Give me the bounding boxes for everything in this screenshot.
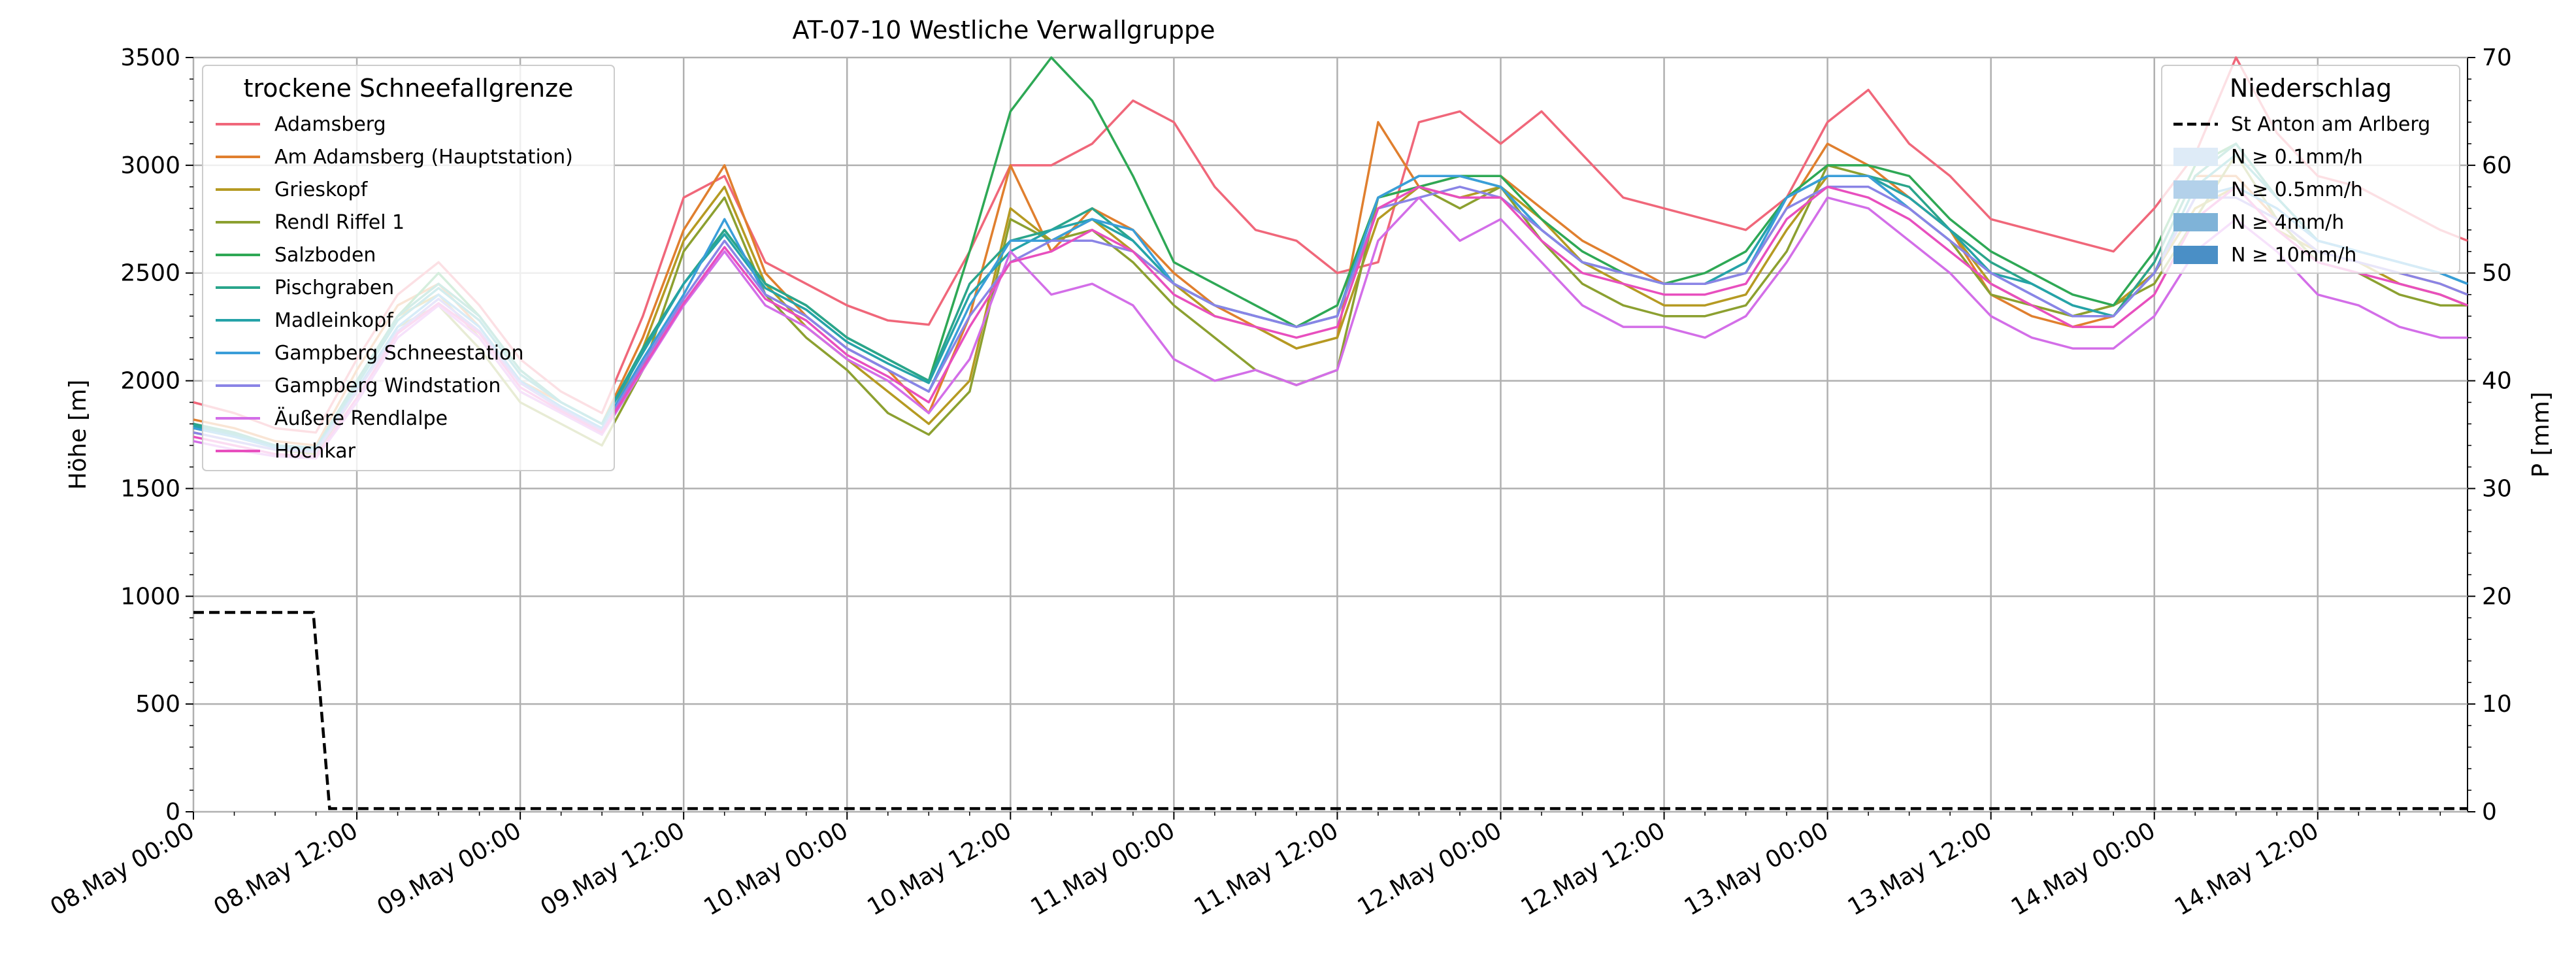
y-tick-label: 2500: [120, 260, 180, 287]
legend-label: Pischgraben: [274, 276, 394, 299]
legend-label: St Anton am Arlberg: [2231, 113, 2430, 136]
legend-right-box: [2161, 65, 2460, 274]
y2-tick-label: 30: [2482, 475, 2512, 502]
y2-tick-label: 10: [2482, 691, 2512, 718]
legend-right-title: Niederschlag: [2230, 74, 2392, 103]
legend-right-entries: St Anton am Arlberg N ≥ 0.1mm/h N ≥ 0.5mm/…: [2173, 113, 2430, 267]
legend-left-title: trockene Schneefallgrenze: [244, 74, 574, 103]
legend-swatch: [2173, 246, 2218, 264]
legend-label: Äußere Rendlalpe: [274, 407, 448, 430]
legend-left: trockene Schneefallgrenze Adamsberg Am Ad…: [202, 65, 615, 471]
legend-swatch: [2173, 180, 2218, 199]
y-axis-label: Höhe [m]: [65, 380, 91, 490]
legend-label: N ≥ 0.1mm/h: [2231, 146, 2363, 169]
legend-label: Gampberg Windstation: [274, 375, 501, 397]
y-tick-label: 0: [165, 799, 180, 826]
right-y-axis: 0 10 20 30 40 50 60 70: [2468, 44, 2512, 826]
legend-swatch: [2173, 148, 2218, 166]
y2-tick-label: 0: [2482, 799, 2497, 826]
y2-axis-label: P [mm]: [2528, 392, 2554, 477]
precip-line-st-anton: [193, 610, 2468, 810]
legend-label: Hochkar: [274, 440, 356, 463]
chart-title: AT-07-10 Westliche Verwallgruppe: [793, 16, 1215, 44]
legend-right: Niederschlag St Anton am Arlberg N ≥ 0.1m…: [2161, 65, 2460, 274]
legend-label: Madleinkopf: [274, 309, 394, 332]
y-tick-label: 1500: [120, 475, 180, 502]
y-tick-label: 3500: [120, 44, 180, 71]
legend-label: N ≥ 0.5mm/h: [2231, 178, 2363, 201]
y2-tick-label: 50: [2482, 260, 2512, 287]
legend-label: Gampberg Schneestation: [274, 342, 524, 365]
precip-layer: [193, 610, 2468, 810]
y2-tick-label: 20: [2482, 583, 2512, 610]
left-y-axis: 0 500 1000 1500 2000 2500 3000 3500: [120, 44, 193, 826]
legend-label: N ≥ 10mm/h: [2231, 244, 2356, 267]
legend-label: Am Adamsberg (Hauptstation): [274, 146, 573, 169]
legend-label: Salzboden: [274, 244, 376, 267]
legend-left-box: [202, 65, 615, 471]
y2-tick-label: 40: [2482, 368, 2512, 395]
y-tick-label: 3000: [120, 152, 180, 179]
y-tick-label: 1000: [120, 583, 180, 610]
legend-label: Grieskopf: [274, 178, 369, 201]
y2-tick-label: 60: [2482, 152, 2512, 179]
legend-left-entries: Adamsberg Am Adamsberg (Hauptstation) Grie…: [216, 113, 573, 463]
y2-tick-label: 70: [2482, 44, 2512, 71]
y-tick-label: 2000: [120, 368, 180, 395]
legend-label: Rendl Riffel 1: [274, 211, 405, 234]
legend-label: Adamsberg: [274, 113, 386, 136]
y-tick-label: 500: [135, 691, 180, 718]
legend-label: N ≥ 4mm/h: [2231, 211, 2344, 234]
legend-swatch: [2173, 213, 2218, 231]
